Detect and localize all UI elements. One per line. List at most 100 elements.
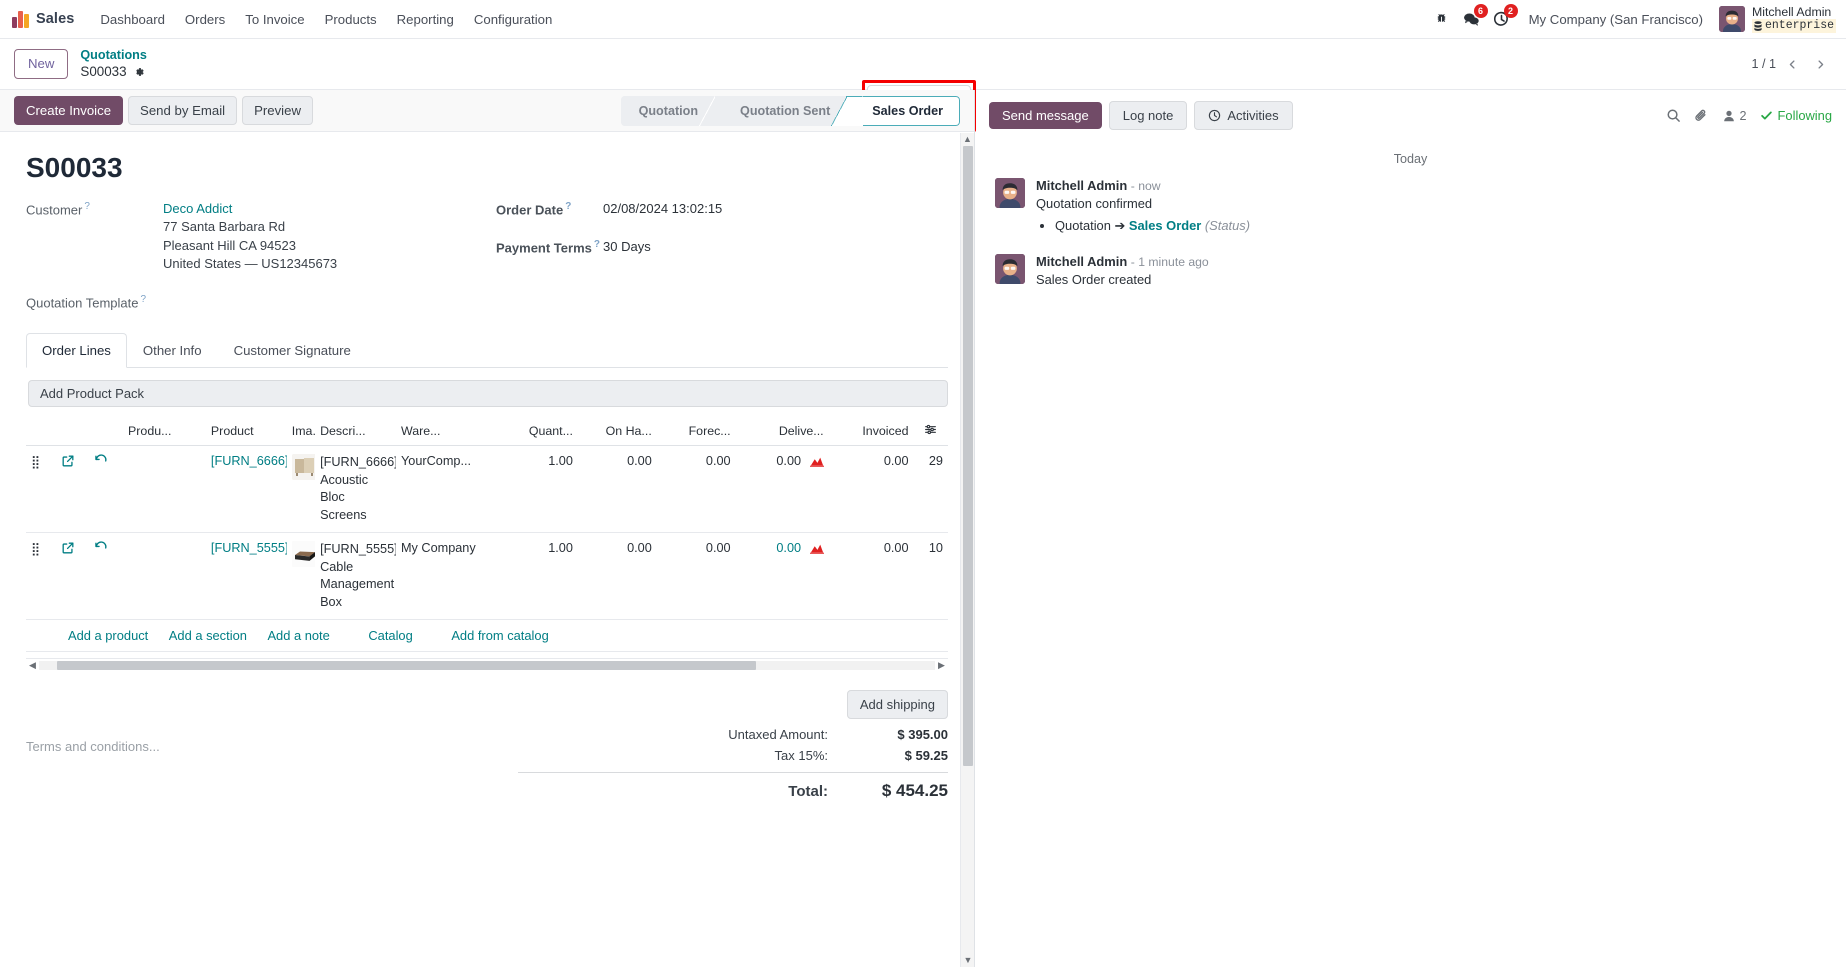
message-author[interactable]: Mitchell Admin (1036, 178, 1128, 193)
message-author[interactable]: Mitchell Admin (1036, 253, 1128, 269)
product-image-cell[interactable] (286, 445, 316, 534)
product-template-cell[interactable] (123, 445, 206, 534)
add-a-note-link[interactable]: Add a note (267, 628, 330, 644)
invoiced-cell[interactable]: 0.00 (828, 532, 914, 621)
col-invoiced[interactable]: Invoiced (828, 417, 914, 447)
product-template-cell[interactable] (123, 532, 206, 621)
table-row[interactable]: ⣿ [FURN_5555] (26, 532, 948, 621)
pager-previous-button[interactable] (1780, 52, 1804, 76)
new-button[interactable]: New (14, 49, 69, 79)
vscroll-thumb[interactable] (963, 146, 973, 766)
add-product-pack-button[interactable]: Add Product Pack (28, 380, 948, 408)
catalog-link[interactable]: Catalog (368, 628, 413, 644)
stage-quotation[interactable]: Quotation (620, 95, 716, 126)
open-record-icon[interactable] (56, 445, 89, 534)
product-image-cell[interactable] (286, 532, 316, 621)
hscroll-right-arrow[interactable]: ▶ (938, 659, 945, 670)
terms-and-conditions-input[interactable]: Terms and conditions... (26, 739, 160, 755)
menu-dashboard[interactable]: Dashboard (100, 11, 165, 27)
col-on-hand[interactable]: On Ha... (577, 417, 657, 447)
col-quantity[interactable]: Quant... (495, 417, 578, 447)
product-cell[interactable]: [FURN_6666] (205, 445, 287, 534)
table-row[interactable]: ⣿ [FURN_6666] (26, 445, 948, 534)
send-message-button[interactable]: Send message (989, 102, 1102, 129)
following-button[interactable]: Following (1760, 108, 1832, 123)
customer-link[interactable]: Deco Addict (163, 201, 233, 216)
hscroll-thumb[interactable] (56, 660, 756, 670)
menu-configuration[interactable]: Configuration (473, 11, 553, 27)
company-switcher[interactable]: My Company (San Francisco) (1528, 11, 1703, 27)
forecast-cell[interactable]: 0.00 (656, 532, 736, 621)
product-cell[interactable]: [FURN_5555] (205, 532, 287, 621)
order-date-value[interactable]: 02/08/2024 13:02:15 (603, 201, 723, 216)
col-warehouse[interactable]: Ware... (395, 417, 496, 447)
app-name[interactable]: Sales (36, 11, 75, 27)
forecast-chart-icon[interactable] (809, 456, 824, 470)
quantity-cell[interactable]: 1.00 (495, 445, 578, 534)
activities-clock-icon[interactable]: 2 (1487, 4, 1518, 34)
description-cell[interactable]: [FURN_5555] Cable Management Box (315, 532, 396, 621)
vscroll-down-arrow[interactable]: ▼ (963, 955, 973, 965)
breadcrumb-quotations[interactable]: Quotations (80, 48, 147, 63)
description-cell[interactable]: [FURN_6666] Acoustic Bloc Screens (315, 445, 396, 534)
menu-reporting[interactable]: Reporting (396, 11, 454, 27)
hscroll-left-arrow[interactable]: ◀ (29, 659, 36, 670)
tab-customer-signature[interactable]: Customer Signature (233, 343, 351, 359)
col-product-template[interactable]: Produ... (123, 417, 206, 447)
quantity-cell[interactable]: 1.00 (495, 532, 578, 621)
payment-terms-value[interactable]: 30 Days (603, 239, 651, 255)
activities-button[interactable]: Activities (1194, 101, 1293, 130)
vertical-scrollbar[interactable]: ▲ ▼ (960, 133, 974, 967)
on-hand-cell[interactable]: 0.00 (577, 532, 657, 621)
col-forecast[interactable]: Forec... (656, 417, 736, 447)
forecast-chart-icon[interactable] (809, 543, 824, 557)
stage-quotation-sent[interactable]: Quotation Sent (714, 95, 848, 126)
invoiced-cell[interactable]: 0.00 (828, 445, 914, 534)
forecast-cell[interactable]: 0.00 (656, 445, 736, 534)
preview-button[interactable]: Preview (242, 95, 313, 126)
add-a-section-link[interactable]: Add a section (168, 628, 247, 644)
avatar (995, 253, 1025, 284)
drag-handle-icon[interactable]: ⣿ (26, 445, 57, 534)
drag-handle-icon[interactable]: ⣿ (26, 532, 57, 621)
col-image[interactable]: Ima... (286, 417, 316, 447)
tab-order-lines[interactable]: Order Lines (26, 333, 127, 369)
col-product[interactable]: Product (205, 417, 287, 447)
col-delivered[interactable]: Delive... (735, 417, 829, 447)
messages-icon[interactable]: 6 (1457, 4, 1488, 34)
vscroll-up-arrow[interactable]: ▲ (963, 134, 972, 144)
search-messages-icon[interactable] (1666, 108, 1681, 123)
hscroll-track[interactable] (39, 660, 935, 670)
reset-line-icon[interactable] (88, 532, 124, 621)
menu-orders[interactable]: Orders (184, 11, 226, 27)
reset-line-icon[interactable] (88, 445, 124, 534)
bug-icon[interactable] (1427, 4, 1457, 34)
user-menu[interactable]: Mitchell Admin enterprise (1715, 5, 1836, 33)
followers-count[interactable]: 2 (1722, 109, 1747, 123)
menu-products[interactable]: Products (324, 11, 377, 27)
log-note-button[interactable]: Log note (1108, 101, 1188, 130)
add-a-product-link[interactable]: Add a product (68, 628, 149, 644)
send-by-email-button[interactable]: Send by Email (128, 95, 238, 126)
delivered-cell[interactable]: 0.00 (735, 532, 829, 621)
warehouse-cell[interactable]: YourComp... (395, 445, 496, 534)
tab-other-info[interactable]: Other Info (142, 343, 202, 359)
horizontal-scrollbar[interactable]: ◀ ▶ (26, 658, 948, 671)
optional-columns-toggle[interactable] (913, 417, 948, 447)
pager-next-button[interactable] (1808, 52, 1832, 76)
extra-cell[interactable]: 10 (913, 532, 948, 621)
add-from-catalog-link[interactable]: Add from catalog (451, 628, 549, 644)
on-hand-cell[interactable]: 0.00 (577, 445, 657, 534)
delivered-cell[interactable]: 0.00 (735, 445, 829, 534)
create-invoice-button[interactable]: Create Invoice (14, 95, 124, 126)
extra-cell[interactable]: 29 (913, 445, 948, 534)
stage-sales-order[interactable]: Sales Order (845, 95, 960, 126)
attachments-icon[interactable] (1694, 108, 1709, 123)
field-order-date: Order Date? 02/08/2024 13:02:15 (496, 200, 948, 218)
menu-to-invoice[interactable]: To Invoice (245, 11, 305, 27)
warehouse-cell[interactable]: My Company (395, 532, 496, 621)
add-shipping-button[interactable]: Add shipping (846, 690, 948, 720)
open-record-icon[interactable] (56, 532, 89, 621)
col-description[interactable]: Descri... (315, 417, 396, 447)
gear-icon[interactable] (133, 66, 145, 78)
